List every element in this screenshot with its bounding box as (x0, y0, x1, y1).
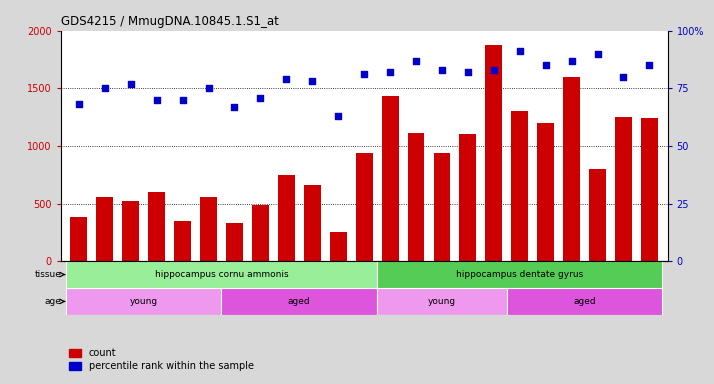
Legend: count, percentile rank within the sample: count, percentile rank within the sample (66, 344, 258, 375)
Point (177, 97, 188, 103)
Text: hippocampus dentate gyrus: hippocampus dentate gyrus (456, 270, 583, 279)
Text: hippocampus cornu ammonis: hippocampus cornu ammonis (155, 270, 288, 279)
Bar (330, 232, 346, 261)
Text: aged: aged (573, 297, 596, 306)
Point (618, 74, 629, 80)
Point (384, 69, 396, 75)
Point (436, 67, 448, 73)
Point (411, 58, 422, 64)
Bar (589, 169, 606, 261)
Point (151, 97, 162, 103)
Bar (356, 153, 373, 261)
Bar (507, 288, 663, 315)
Bar (433, 153, 451, 261)
Bar (200, 197, 217, 261)
Text: tissue: tissue (34, 270, 61, 279)
Point (358, 71, 370, 78)
Bar (641, 118, 658, 261)
Point (514, 48, 526, 55)
Bar (66, 288, 221, 315)
Text: age: age (44, 297, 61, 306)
Bar (382, 96, 398, 261)
Point (306, 78, 318, 84)
Bar (122, 201, 139, 261)
Bar (563, 77, 580, 261)
Bar (615, 117, 632, 261)
Bar (377, 261, 663, 288)
Point (281, 76, 292, 82)
Bar (408, 133, 424, 261)
Text: young: young (428, 297, 456, 306)
Point (73, 101, 84, 108)
Point (228, 104, 240, 110)
Text: GDS4215 / MmugDNA.10845.1.S1_at: GDS4215 / MmugDNA.10845.1.S1_at (61, 15, 278, 28)
Text: young: young (130, 297, 158, 306)
Bar (221, 288, 377, 315)
Point (99, 85, 111, 91)
Bar (304, 185, 321, 261)
Bar (149, 192, 165, 261)
Bar (174, 221, 191, 261)
Bar (459, 134, 476, 261)
Bar (537, 123, 554, 261)
Bar (486, 45, 502, 261)
Point (592, 51, 603, 57)
Point (125, 81, 136, 87)
Point (566, 58, 578, 64)
Point (488, 67, 500, 73)
Bar (96, 197, 114, 261)
Point (644, 62, 655, 68)
Point (540, 62, 551, 68)
Text: aged: aged (288, 297, 311, 306)
Bar (377, 288, 507, 315)
Point (462, 69, 473, 75)
Bar (71, 217, 87, 261)
Bar (226, 223, 243, 261)
Point (203, 85, 214, 91)
Bar (511, 111, 528, 261)
Point (333, 113, 344, 119)
Bar (278, 175, 295, 261)
Point (255, 94, 266, 101)
Bar (66, 261, 377, 288)
Bar (252, 205, 269, 261)
